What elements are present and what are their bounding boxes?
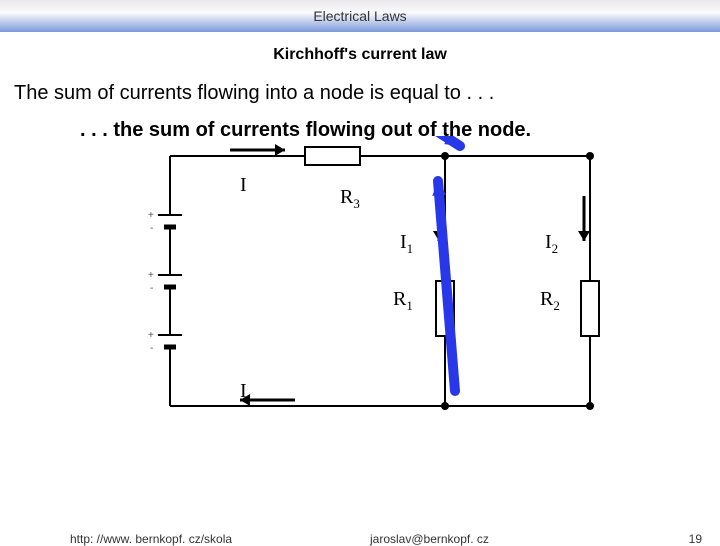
label-R1: R1	[393, 288, 413, 314]
statement-top: The sum of currents flowing into a node …	[14, 82, 720, 105]
header-bar: Electrical Laws	[0, 0, 720, 32]
label-R3: R3	[340, 186, 360, 212]
svg-text:-: -	[150, 223, 153, 234]
circuit-svg: + - + - + -	[110, 136, 610, 436]
svg-text:+: +	[148, 330, 154, 341]
svg-text:+: +	[148, 210, 154, 221]
svg-text:-: -	[150, 343, 153, 354]
label-I2: I2	[545, 231, 558, 257]
label-I_bot: I	[240, 380, 247, 403]
circuit-diagram: + - + - + - I R3 I1 I2 R1 R2 I	[110, 136, 610, 436]
label-I1: I1	[400, 231, 413, 257]
svg-text:+: +	[148, 270, 154, 281]
subtitle: Kirchhoff's current law	[0, 46, 720, 64]
header-title: Electrical Laws	[313, 8, 406, 24]
svg-text:-: -	[150, 283, 153, 294]
footer-url: http: //www. bernkopf. cz/skola	[70, 532, 232, 546]
label-R2: R2	[540, 288, 560, 314]
footer-email: jaroslav@bernkopf. cz	[370, 532, 489, 546]
label-I_top: I	[240, 174, 247, 197]
footer-page: 19	[689, 532, 702, 546]
